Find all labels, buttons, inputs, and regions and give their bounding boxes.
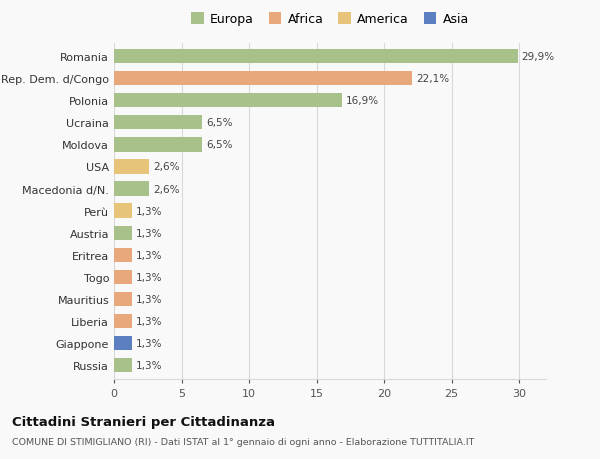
Text: 29,9%: 29,9% <box>522 52 555 62</box>
Bar <box>114 314 131 329</box>
Text: Cittadini Stranieri per Cittadinanza: Cittadini Stranieri per Cittadinanza <box>12 415 275 428</box>
Text: 1,3%: 1,3% <box>136 228 162 238</box>
Bar <box>114 270 131 285</box>
Bar <box>114 204 131 218</box>
Text: 2,6%: 2,6% <box>153 184 179 194</box>
Bar <box>114 182 149 196</box>
Text: 1,3%: 1,3% <box>136 316 162 326</box>
Text: 22,1%: 22,1% <box>416 74 449 84</box>
Text: 1,3%: 1,3% <box>136 250 162 260</box>
Bar <box>114 138 202 152</box>
Bar <box>114 248 131 263</box>
Legend: Europa, Africa, America, Asia: Europa, Africa, America, Asia <box>188 11 472 29</box>
Bar <box>114 116 202 130</box>
Text: 2,6%: 2,6% <box>153 162 179 172</box>
Text: COMUNE DI STIMIGLIANO (RI) - Dati ISTAT al 1° gennaio di ogni anno - Elaborazion: COMUNE DI STIMIGLIANO (RI) - Dati ISTAT … <box>12 437 475 446</box>
Bar <box>114 292 131 307</box>
Text: 1,3%: 1,3% <box>136 272 162 282</box>
Bar <box>114 226 131 241</box>
Text: 1,3%: 1,3% <box>136 360 162 370</box>
Bar <box>114 336 131 351</box>
Text: 6,5%: 6,5% <box>206 118 232 128</box>
Text: 1,3%: 1,3% <box>136 206 162 216</box>
Bar <box>114 72 412 86</box>
Bar <box>114 94 342 108</box>
Text: 1,3%: 1,3% <box>136 338 162 348</box>
Text: 1,3%: 1,3% <box>136 294 162 304</box>
Bar <box>114 50 518 64</box>
Text: 16,9%: 16,9% <box>346 96 379 106</box>
Bar <box>114 358 131 373</box>
Text: 6,5%: 6,5% <box>206 140 232 150</box>
Bar <box>114 160 149 174</box>
